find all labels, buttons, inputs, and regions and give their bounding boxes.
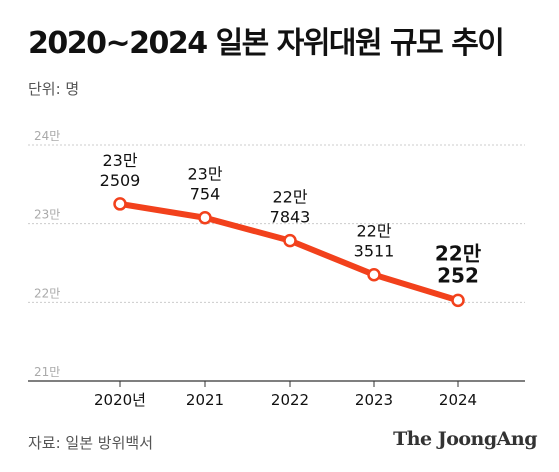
data-label: 3511 xyxy=(354,242,395,261)
y-tick-label: 24만 xyxy=(34,129,60,143)
x-tick-label: 2023 xyxy=(355,391,393,409)
x-tick-label: 2022 xyxy=(271,391,309,409)
data-label: 22만 xyxy=(435,241,482,265)
x-tick-label: 2021 xyxy=(186,391,224,409)
source-note: 자료: 일본 방위백서 xyxy=(28,434,153,452)
chart-title: 2020~2024 일본 자위대원 규모 추이 xyxy=(28,26,505,61)
data-point xyxy=(113,197,127,211)
y-tick-label: 22만 xyxy=(34,286,60,300)
data-point xyxy=(283,233,297,248)
y-tick-label: 23만 xyxy=(34,208,60,222)
data-label: 22만 xyxy=(356,222,391,241)
unit-label: 단위: 명 xyxy=(28,80,80,98)
x-tick-label: 2024 xyxy=(439,391,477,409)
data-label: 22만 xyxy=(272,188,307,207)
data-label: 252 xyxy=(437,263,479,287)
data-label: 7843 xyxy=(270,208,311,227)
data-point xyxy=(367,267,381,282)
data-point xyxy=(451,293,465,308)
y-tick-label: 21만 xyxy=(34,365,60,379)
x-tick-label: 2020년 xyxy=(94,391,146,409)
data-label: 2509 xyxy=(100,171,141,190)
data-point xyxy=(198,210,212,225)
data-label: 754 xyxy=(190,185,221,204)
data-label: 23만 xyxy=(102,151,137,170)
data-label: 23만 xyxy=(187,165,222,184)
publisher-logo: The JoongAng xyxy=(393,428,537,450)
